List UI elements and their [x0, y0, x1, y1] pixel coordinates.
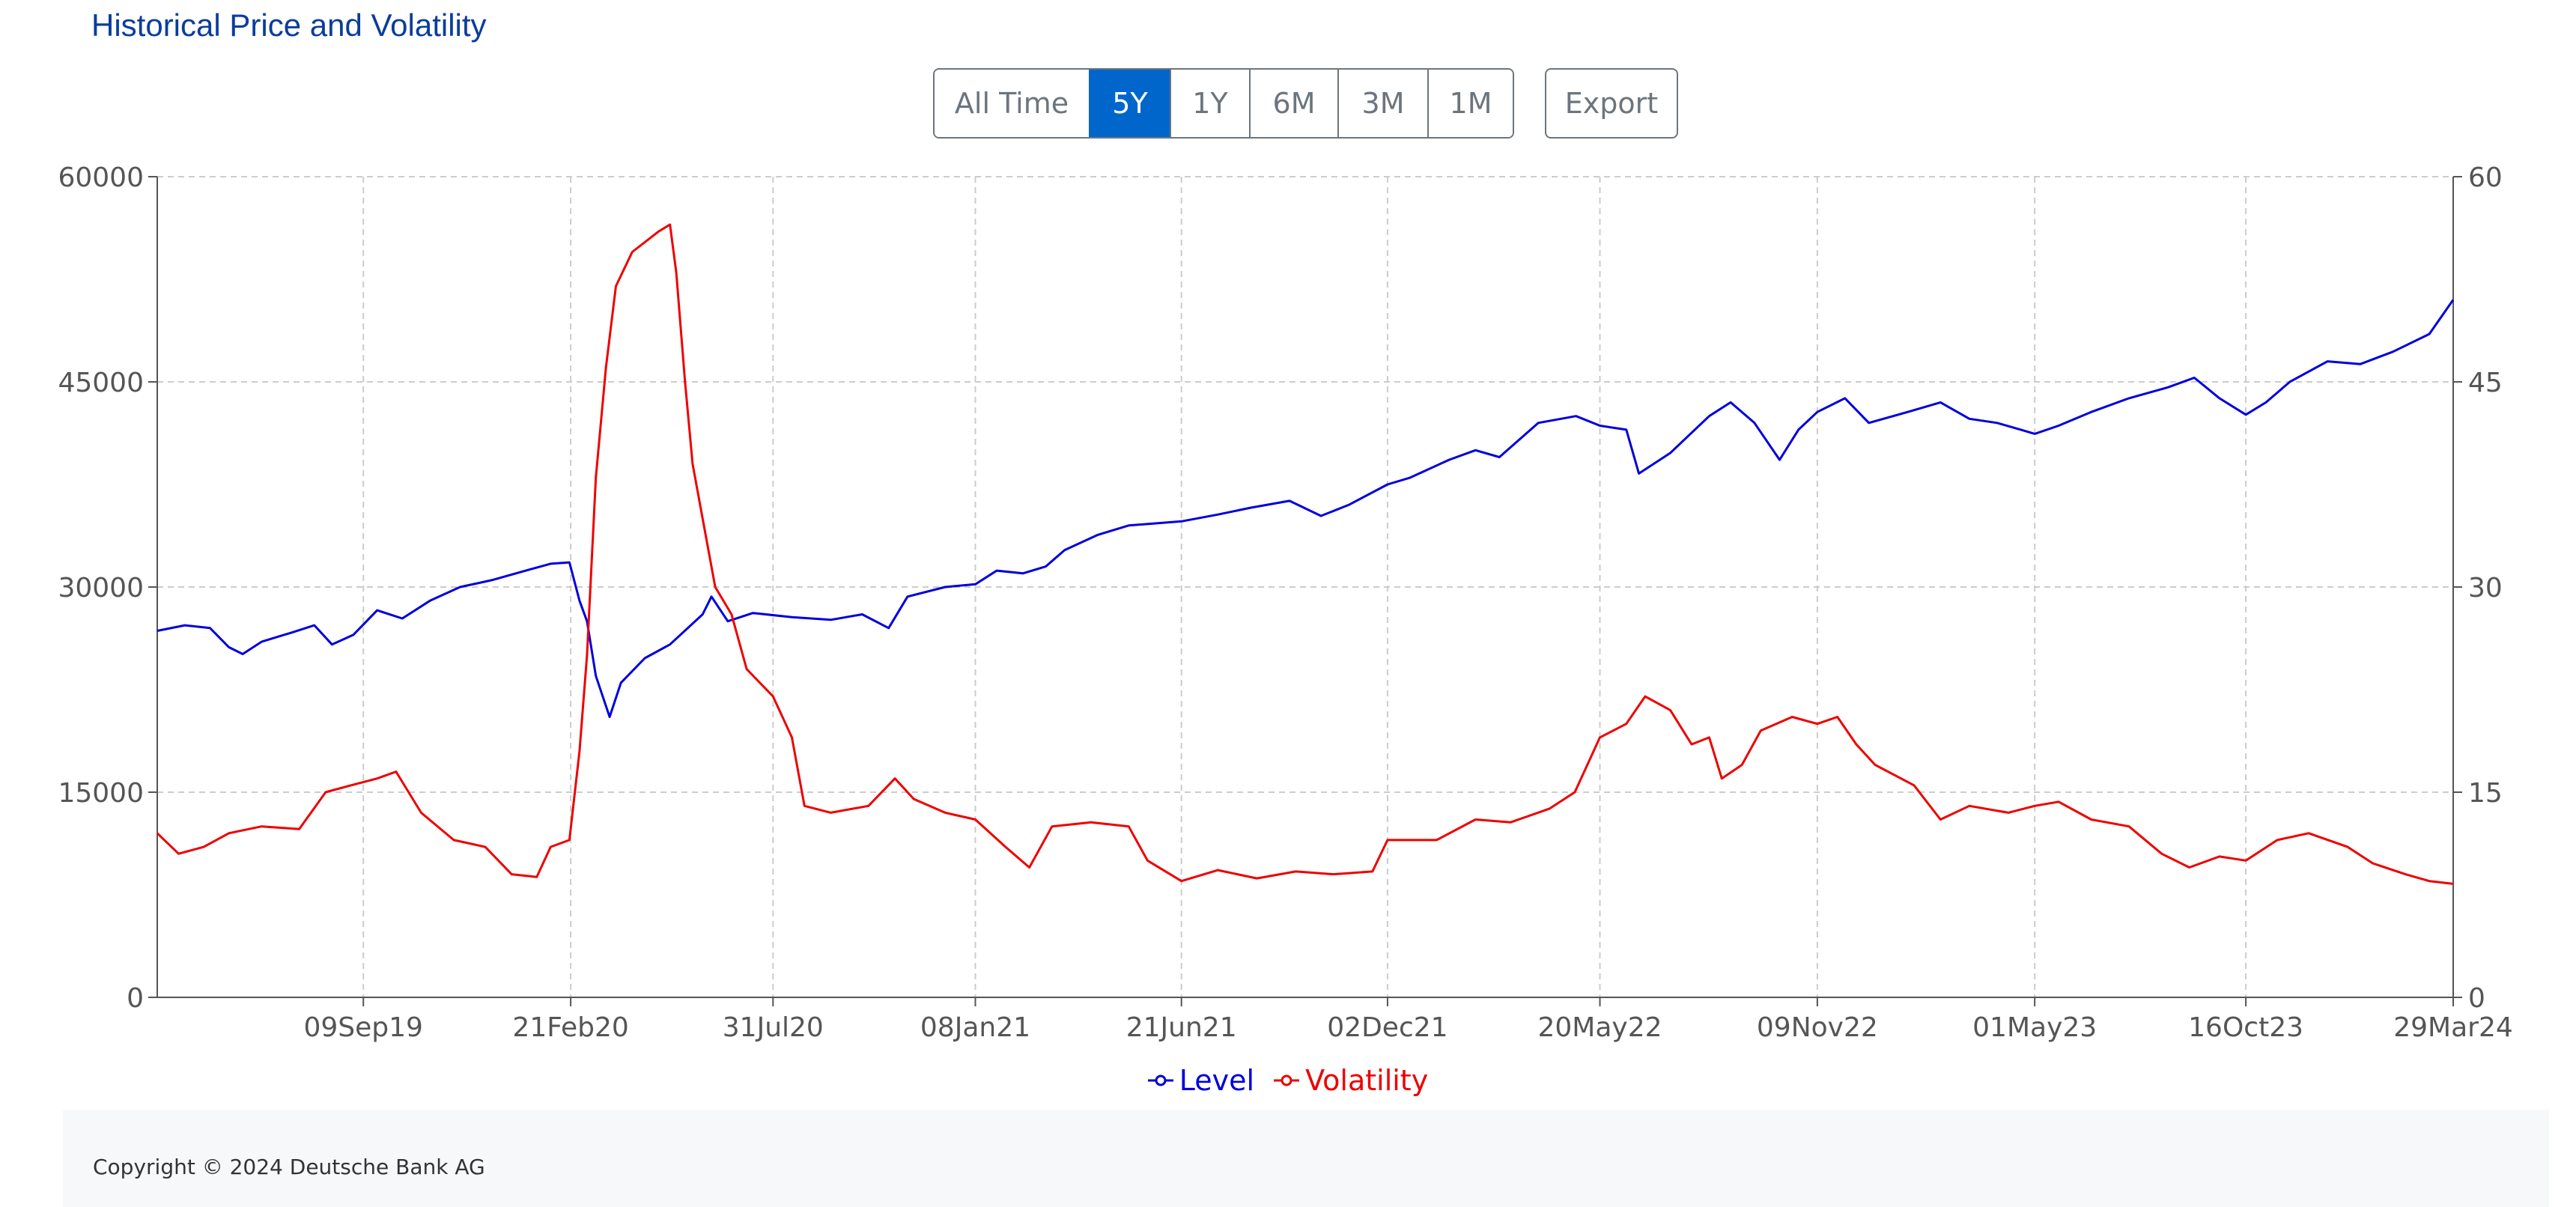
y-right-tick-label: 0: [2468, 983, 2485, 1014]
y-left-tick-label: 15000: [58, 778, 144, 809]
y-right-tick-label: 30: [2468, 573, 2503, 604]
x-tick-label: 21Feb20: [512, 1012, 628, 1043]
x-tick-label: 02Dec21: [1327, 1012, 1448, 1043]
legend-marker-volatility: [1274, 1074, 1300, 1086]
copyright-text: Copyright © 2024 Deutsche Bank AG: [93, 1155, 485, 1179]
x-tick-label: 16Oct23: [2188, 1012, 2303, 1043]
series-line-level: [157, 299, 2455, 718]
footer: Copyright © 2024 Deutsche Bank AG: [63, 1110, 2549, 1207]
x-tick-label: 09Nov22: [1757, 1012, 1878, 1043]
range-button-3m[interactable]: 3M: [1337, 70, 1427, 137]
legend-label-volatility: Volatility: [1305, 1064, 1429, 1097]
y-left-tick-label: 45000: [58, 368, 144, 398]
export-button[interactable]: Export: [1545, 68, 1678, 139]
x-tick-label: 31Jul20: [723, 1012, 824, 1043]
x-tick-label: 01May23: [1972, 1012, 2097, 1043]
range-selector: All Time 5Y 1Y 6M 3M 1M: [933, 68, 1514, 139]
y-right-tick-label: 15: [2468, 778, 2503, 809]
range-button-1y[interactable]: 1Y: [1170, 70, 1249, 137]
x-tick-label: 20May22: [1538, 1012, 1662, 1043]
range-button-all-time[interactable]: All Time: [935, 70, 1089, 137]
legend-marker-level: [1147, 1074, 1173, 1086]
grid: [157, 176, 2453, 998]
y-right-tick-label: 45: [2468, 368, 2503, 398]
y-right-tick-label: 60: [2468, 162, 2503, 193]
y-left-tick-label: 60000: [58, 162, 144, 193]
chart-legend: Level Volatility: [0, 1062, 2576, 1099]
legend-item-volatility[interactable]: Volatility: [1274, 1062, 1428, 1099]
legend-item-level[interactable]: Level: [1147, 1062, 1255, 1099]
x-tick-label: 21Jun21: [1126, 1012, 1237, 1043]
axes: 0 0 15000 15 30000 30 45000 45 60000 60 09Sep19 21F…: [58, 162, 2512, 1043]
series: [156, 223, 2455, 885]
range-button-5y[interactable]: 5Y: [1089, 70, 1170, 137]
range-button-1m[interactable]: 1M: [1427, 70, 1513, 137]
y-left-tick-label: 0: [127, 983, 144, 1014]
price-volatility-chart: 0 0 15000 15 30000 30 45000 45 60000 60 09Sep19 21F…: [58, 162, 2512, 1043]
range-button-6m[interactable]: 6M: [1249, 70, 1337, 137]
x-tick-label: 08Jan21: [920, 1012, 1030, 1043]
page-title: Historical Price and Volatility: [91, 7, 487, 43]
x-tick-label: 29Mar24: [2393, 1012, 2513, 1043]
series-line-volatility: [156, 223, 2454, 885]
y-left-tick-label: 30000: [58, 573, 144, 604]
legend-label-level: Level: [1179, 1064, 1255, 1097]
x-tick-label: 09Sep19: [303, 1012, 422, 1043]
